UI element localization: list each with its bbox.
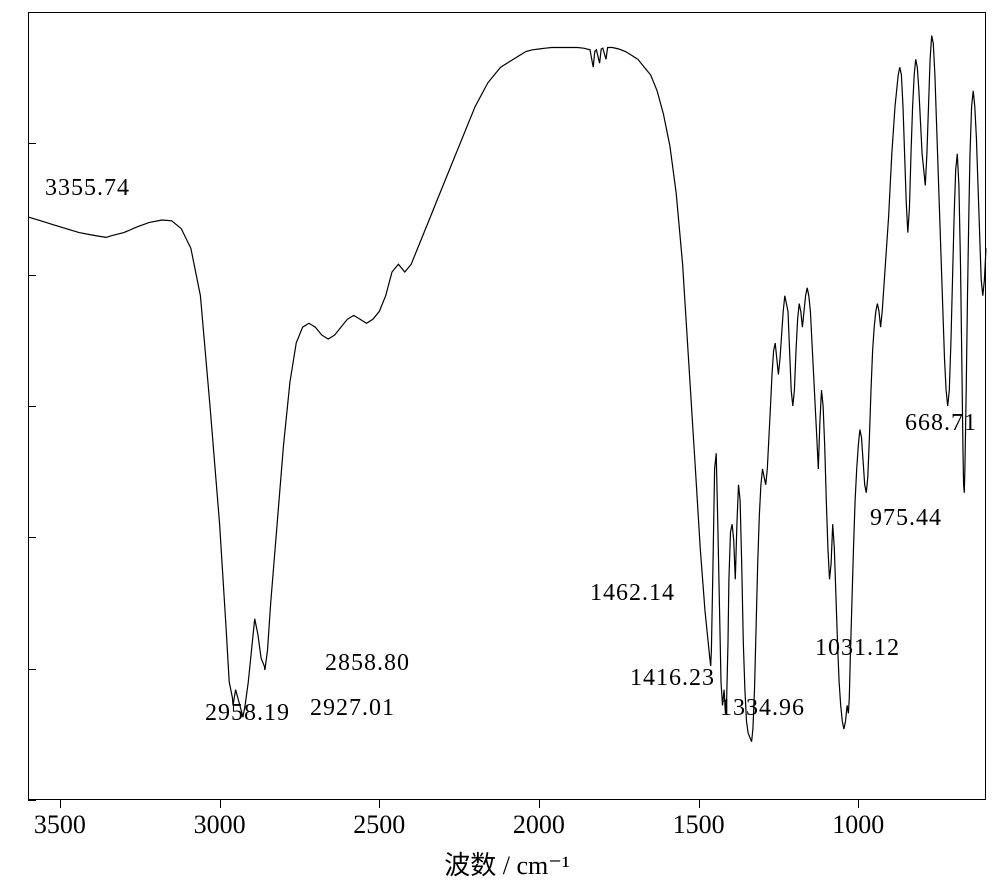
x-tick-label: 1500 bbox=[673, 810, 725, 840]
y-tick bbox=[28, 406, 36, 407]
y-tick bbox=[28, 143, 36, 144]
peak-label: 2958.19 bbox=[205, 700, 290, 727]
y-tick bbox=[28, 12, 36, 13]
x-tick bbox=[858, 800, 859, 808]
x-axis-label: 波数 / cm⁻¹ bbox=[444, 845, 570, 882]
peak-label: 668.71 bbox=[905, 410, 977, 437]
peak-label: 1031.12 bbox=[815, 635, 900, 662]
x-tick bbox=[220, 800, 221, 808]
peak-label: 975.44 bbox=[870, 505, 942, 532]
x-tick bbox=[539, 800, 540, 808]
y-tick bbox=[28, 537, 36, 538]
peak-label: 2858.80 bbox=[325, 650, 410, 677]
x-axis-label-text: 波数 / cm⁻¹ bbox=[444, 851, 570, 880]
y-tick bbox=[28, 669, 36, 670]
x-tick bbox=[379, 800, 380, 808]
x-tick-label: 3000 bbox=[194, 810, 246, 840]
x-tick bbox=[60, 800, 61, 808]
peak-label: 2927.01 bbox=[310, 695, 395, 722]
x-tick-label: 1000 bbox=[832, 810, 884, 840]
peak-label: 1462.14 bbox=[590, 580, 675, 607]
y-tick bbox=[28, 800, 36, 801]
peak-label: 1334.96 bbox=[720, 695, 805, 722]
x-tick-label: 2000 bbox=[513, 810, 565, 840]
x-tick-label: 2500 bbox=[353, 810, 405, 840]
x-tick bbox=[699, 800, 700, 808]
ir-spectrum-line bbox=[0, 0, 1000, 890]
peak-label: 3355.74 bbox=[45, 175, 130, 202]
y-tick bbox=[28, 275, 36, 276]
peak-label: 1416.23 bbox=[630, 665, 715, 692]
x-tick-label: 3500 bbox=[34, 810, 86, 840]
